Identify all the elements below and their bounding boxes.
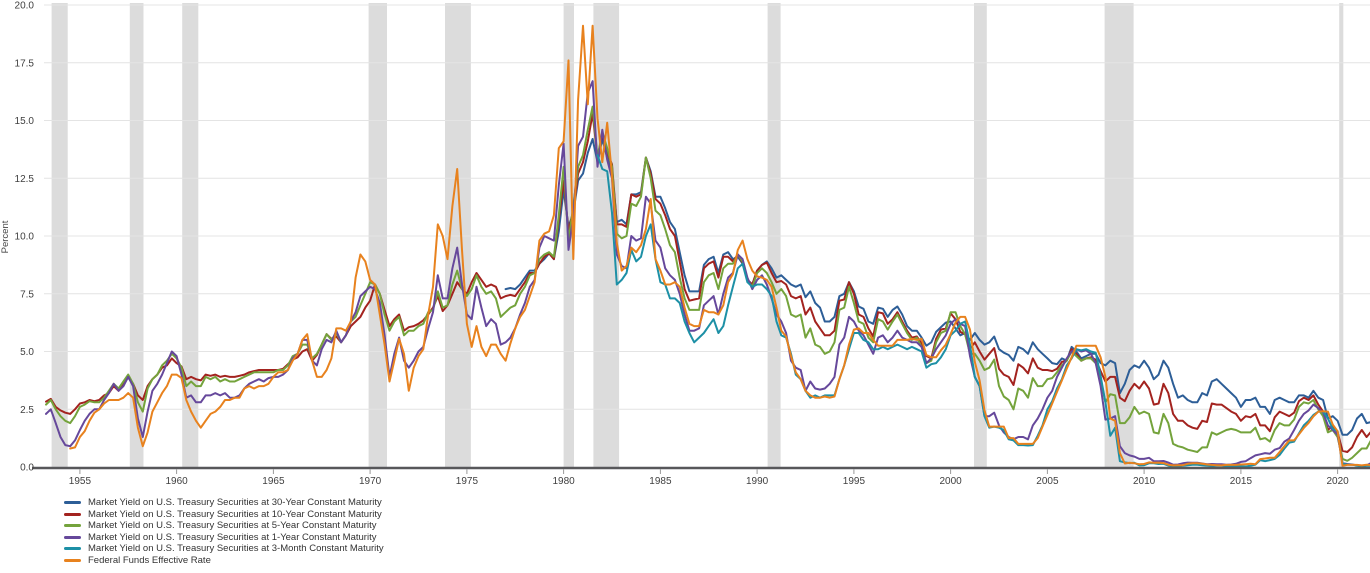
recession-band bbox=[182, 3, 199, 467]
legend-label: Market Yield on U.S. Treasury Securities… bbox=[88, 520, 377, 532]
y-tick-label: 7.5 bbox=[20, 289, 34, 300]
series-line-1 bbox=[504, 138, 1370, 436]
legend-swatch bbox=[64, 501, 81, 505]
series-line-2 bbox=[45, 112, 1370, 453]
x-tick-label: 1980 bbox=[552, 476, 575, 487]
x-tick-label: 1975 bbox=[456, 476, 479, 487]
x-tick-label: 1985 bbox=[649, 476, 672, 487]
legend-item: Federal Funds Effective Rate bbox=[64, 555, 384, 567]
legend-label: Federal Funds Effective Rate bbox=[88, 554, 211, 566]
chart-canvas: 1955 1960 1965 1970 1975 1980 1985 1990 1995 2000… bbox=[15, 1, 1370, 487]
legend-swatch bbox=[64, 535, 81, 539]
y-tick-label: 20.0 bbox=[15, 1, 35, 12]
legend-label: Market Yield on U.S. Treasury Securities… bbox=[88, 508, 382, 520]
recession-band bbox=[974, 3, 987, 467]
x-tick-label: 1960 bbox=[165, 476, 188, 487]
x-tick-label: 2005 bbox=[1036, 476, 1059, 487]
x-tick-label: 1970 bbox=[359, 476, 382, 487]
series-line-4 bbox=[45, 80, 1370, 467]
recession-band bbox=[51, 3, 68, 467]
legend-item: Market Yield on U.S. Treasury Securities… bbox=[64, 532, 384, 544]
legend-item: Market Yield on U.S. Treasury Securities… bbox=[64, 497, 384, 509]
chart-legend: Market Yield on U.S. Treasury Securities… bbox=[64, 497, 384, 566]
x-tick-label: 2015 bbox=[1230, 476, 1253, 487]
x-tick-label: 2020 bbox=[1326, 476, 1349, 487]
x-tick-label: 1965 bbox=[262, 476, 285, 487]
y-tick-label: 12.5 bbox=[15, 174, 35, 185]
legend-swatch bbox=[64, 547, 81, 551]
x-tick-label: 2000 bbox=[939, 476, 962, 487]
recession-band bbox=[368, 3, 387, 467]
y-tick-label: 0.0 bbox=[20, 463, 34, 474]
legend-label: Market Yield on U.S. Treasury Securities… bbox=[88, 497, 382, 509]
series-line-3 bbox=[45, 105, 1370, 462]
recession-band bbox=[767, 3, 781, 467]
y-tick-label: 5.0 bbox=[20, 347, 34, 358]
y-tick-label: 15.0 bbox=[15, 116, 35, 127]
y-tick-label: 2.5 bbox=[20, 405, 34, 416]
y-tick-label: 17.5 bbox=[15, 58, 35, 69]
series-line-6 bbox=[69, 24, 1370, 467]
legend-item: Market Yield on U.S. Treasury Securities… bbox=[64, 520, 384, 532]
legend-item: Market Yield on U.S. Treasury Securities… bbox=[64, 543, 384, 555]
legend-label: Market Yield on U.S. Treasury Securities… bbox=[88, 543, 384, 555]
x-tick-label: 1995 bbox=[843, 476, 866, 487]
legend-swatch bbox=[64, 524, 81, 528]
legend-swatch bbox=[64, 512, 81, 516]
recession-band bbox=[1339, 3, 1344, 467]
legend-item: Market Yield on U.S. Treasury Securities… bbox=[64, 509, 384, 521]
x-tick-label: 2010 bbox=[1133, 476, 1156, 487]
legend-label: Market Yield on U.S. Treasury Securities… bbox=[88, 531, 377, 543]
legend-swatch bbox=[64, 558, 81, 562]
x-tick-label: 1955 bbox=[69, 476, 92, 487]
x-tick-label: 1990 bbox=[746, 476, 769, 487]
y-tick-label: 10.0 bbox=[15, 232, 35, 243]
